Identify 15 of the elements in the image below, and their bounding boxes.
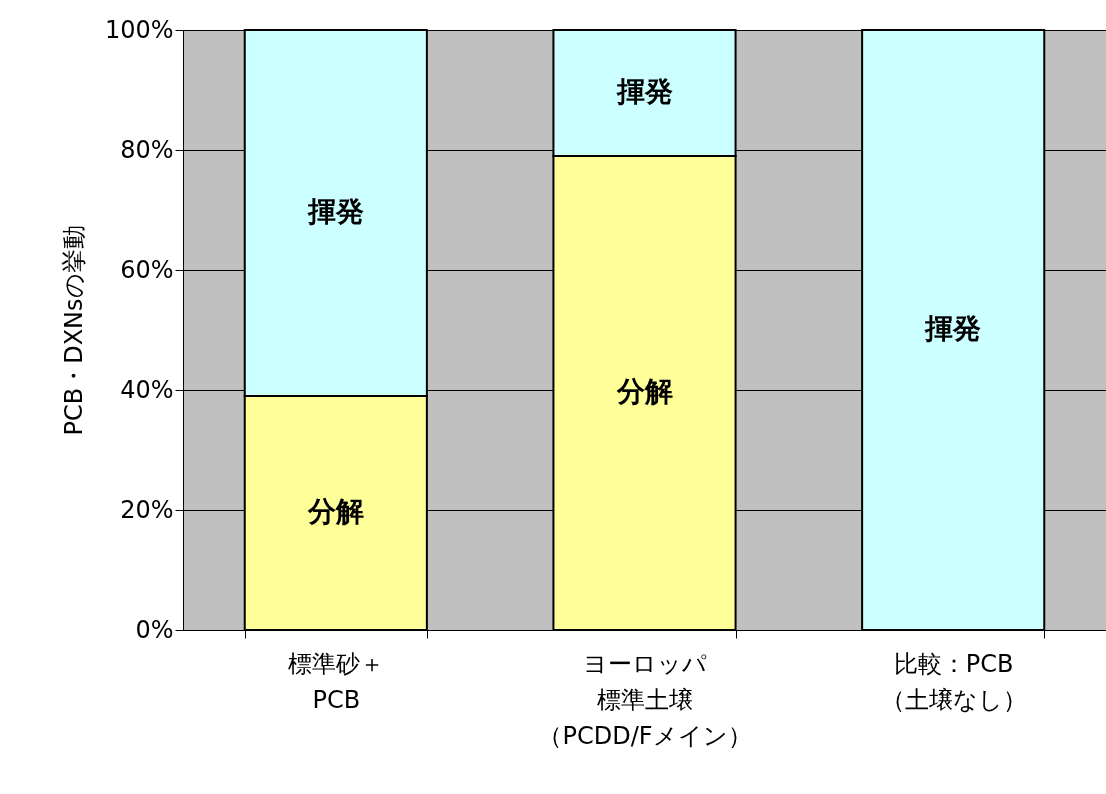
y-tick-label: 60% <box>120 255 174 284</box>
x-tick-label: 比較：PCB （土壌なし） <box>880 649 1027 714</box>
y-tick-label: 80% <box>120 135 174 164</box>
y-tick-label: 40% <box>120 375 174 404</box>
x-tick-label: ヨーロッパ標準土壌（PCDD/Fメイン） <box>538 649 752 750</box>
text: 揮発 <box>925 312 982 345</box>
series-label: 揮発 <box>615 75 673 108</box>
y-tick-label: 20% <box>120 495 174 524</box>
series-label: 分解 <box>306 495 364 528</box>
y-tick-label: 100% <box>104 15 174 44</box>
y-tick-label: 0% <box>135 615 174 644</box>
text: 揮発 <box>307 195 364 228</box>
text: 分解 <box>616 375 673 408</box>
x-tick-label: 標準砂＋ PCB <box>288 649 385 714</box>
y-axis-title: PCB・DXNsの挙動 <box>59 225 88 436</box>
